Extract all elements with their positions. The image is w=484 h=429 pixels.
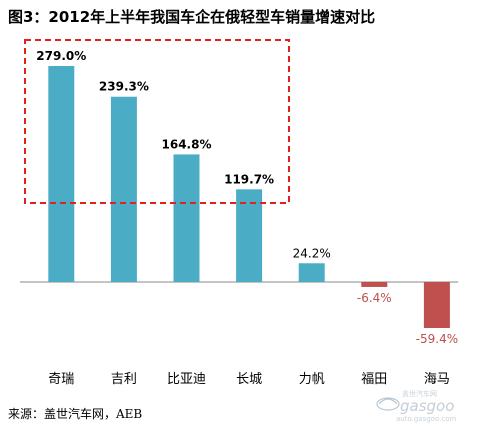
bar-奇瑞 xyxy=(48,66,75,282)
watermark-brand: gasgoo xyxy=(400,397,454,415)
bar-比亚迪 xyxy=(173,154,200,282)
watermark-url: auto.gasgoo.com xyxy=(396,415,456,423)
chart-title: 图3：2012年上半年我国车企在俄轻型车销量增速对比 xyxy=(8,8,376,26)
gasgoo-watermark-logo: 盖世汽车网 gasgoo auto.gasgoo.com xyxy=(376,389,456,423)
data-label-长城: 119.7% xyxy=(224,172,274,186)
data-label-海马: -59.4% xyxy=(416,332,458,346)
data-label-福田: -6.4% xyxy=(357,291,392,305)
bar-海马 xyxy=(423,282,450,328)
data-label-力帆: 24.2% xyxy=(293,246,331,260)
data-label-吉利: 239.3% xyxy=(99,80,149,94)
category-label-福田: 福田 xyxy=(361,372,387,387)
bar-长城 xyxy=(236,189,263,282)
data-label-奇瑞: 279.0% xyxy=(36,49,86,63)
category-label-奇瑞: 奇瑞 xyxy=(48,371,74,387)
category-label-比亚迪: 比亚迪 xyxy=(167,372,206,387)
bar-福田 xyxy=(361,282,388,287)
category-label-力帆: 力帆 xyxy=(299,372,325,387)
highlight-box xyxy=(24,39,290,204)
watermark-tagline: 盖世汽车网 xyxy=(402,389,437,398)
category-label-长城: 长城 xyxy=(236,372,262,387)
data-label-比亚迪: 164.8% xyxy=(162,137,212,151)
bar-力帆 xyxy=(298,263,325,282)
bar-吉利 xyxy=(110,96,137,283)
source-note: 来源：盖世汽车网，AEB xyxy=(8,407,143,421)
category-label-吉利: 吉利 xyxy=(111,372,137,387)
category-label-海马: 海马 xyxy=(424,372,450,387)
